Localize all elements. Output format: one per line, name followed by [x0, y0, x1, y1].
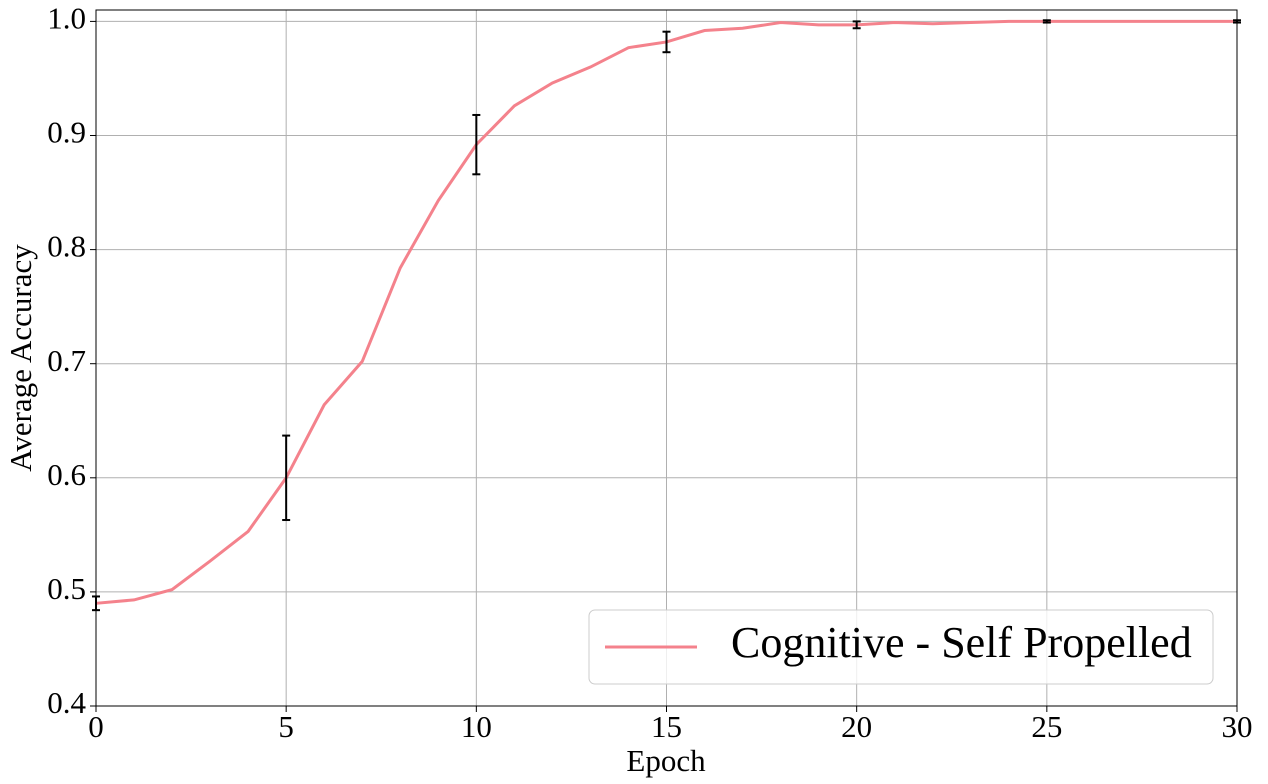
- legend-box: [588, 609, 1214, 685]
- x-tick-label: 20: [841, 709, 872, 744]
- x-tick-label: 10: [461, 709, 492, 744]
- x-tick-label: 25: [1031, 709, 1062, 744]
- error-bar: [282, 434, 291, 522]
- error-bar: [1042, 19, 1051, 24]
- legend-label: Cognitive - Self Propelled: [731, 618, 1192, 667]
- error-bar: [852, 20, 861, 30]
- y-tick-label: 0.7: [47, 343, 86, 378]
- error-bar: [472, 113, 481, 176]
- y-tick-label: 0.8: [47, 229, 86, 264]
- y-tick-label: 0.4: [47, 685, 86, 720]
- x-tick-label: 30: [1222, 709, 1253, 744]
- x-tick-label: 15: [651, 709, 682, 744]
- x-tick-label: 0: [88, 709, 104, 744]
- y-axis-label: Average Accuracy: [3, 244, 38, 472]
- y-tick-label: 1.0: [47, 1, 86, 36]
- error-bar: [662, 30, 671, 54]
- x-axis-label: Epoch: [626, 743, 706, 778]
- plot-frame: [95, 9, 1238, 707]
- y-tick-label: 0.9: [47, 115, 86, 150]
- x-tick-label: 5: [278, 709, 294, 744]
- y-tick-label: 0.6: [47, 457, 86, 492]
- y-tick-label: 0.5: [47, 571, 86, 606]
